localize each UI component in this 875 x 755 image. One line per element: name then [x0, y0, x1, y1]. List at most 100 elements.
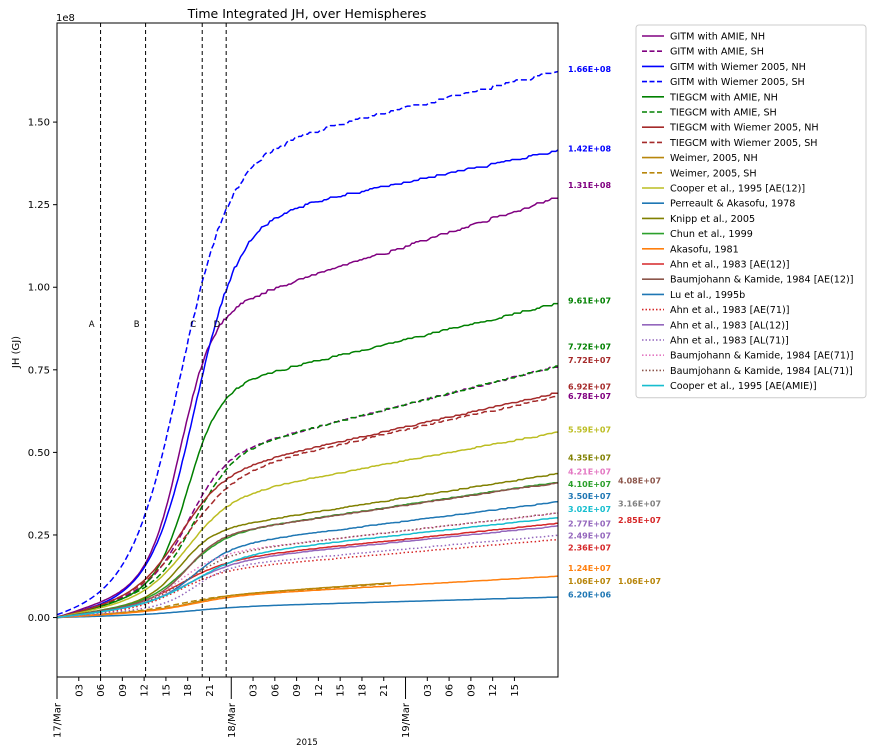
event-label: C — [190, 320, 196, 330]
legend-label: GITM with AMIE, NH — [670, 32, 765, 43]
x-tick-label: 18 — [183, 684, 194, 697]
end-value-label: 7.72E+07 — [568, 356, 611, 365]
legend-label: Chun et al., 1999 — [670, 229, 753, 240]
legend-label: Ahn et al., 1983 [AL(71)] — [670, 336, 789, 347]
chart-title: Time Integrated JH, over Hemispheres — [187, 6, 427, 21]
series-line — [56, 366, 558, 619]
legend-box — [635, 24, 867, 399]
series-line — [56, 581, 392, 619]
x-tick-label: 09 — [292, 684, 303, 697]
legend-label: Cooper et al., 1995 [AE(12)] — [670, 184, 805, 195]
x-tick-label: 21 — [379, 684, 390, 697]
end-value-label: 2.36E+07 — [568, 544, 611, 553]
legend-label: Baumjohann & Kamide, 1984 [AE(71)] — [670, 351, 854, 362]
end-value-label: 1.66E+08 — [568, 65, 611, 74]
legend-label: Ahn et al., 1983 [AE(12)] — [670, 260, 789, 271]
event-label: D — [214, 320, 221, 330]
y-axis-title: JH (GJ) — [11, 336, 22, 369]
series-line — [56, 392, 558, 618]
end-value-label: 4.35E+07 — [568, 453, 611, 462]
end-value-label: 4.08E+07 — [618, 476, 661, 485]
legend-label: GITM with Wiemer 2005, SH — [670, 77, 805, 88]
legend-label: Baumjohann & Kamide, 1984 [AL(71)] — [670, 366, 853, 377]
x-tick-label: 03 — [423, 684, 434, 697]
y-tick-label: 0.00 — [28, 613, 50, 624]
series-line — [56, 582, 391, 619]
legend-label: Weimer, 2005, NH — [670, 153, 758, 164]
plot-area: A B C D 0.00 0.25 0.50 0.75 1.00 1.25 1.50 03 06 09 12… — [28, 22, 661, 738]
x-date-label: 18/Mar — [227, 702, 238, 738]
series-line — [57, 596, 559, 619]
end-value-label: 1.06E+07 — [568, 577, 611, 586]
x-axis-title: 2015 — [296, 738, 318, 748]
legend-label: Lu et al., 1995b — [670, 290, 745, 301]
series-line — [56, 472, 558, 619]
end-value-label: 6.78E+07 — [568, 392, 611, 401]
legend-label: Weimer, 2005, SH — [670, 168, 757, 179]
event-label: A — [89, 320, 95, 330]
end-value-label: 4.21E+07 — [568, 468, 611, 477]
x-tick-label: 06 — [445, 684, 456, 697]
end-value-label: 1.42E+08 — [568, 145, 611, 154]
series-line — [56, 512, 559, 619]
series-line — [56, 539, 559, 619]
y-offset-label: 1e8 — [56, 13, 75, 24]
legend-label: GITM with Wiemer 2005, NH — [670, 62, 806, 73]
series-line — [56, 431, 558, 619]
x-tick-label: 09 — [466, 684, 477, 697]
x-tick-label: 09 — [118, 684, 129, 697]
series-line — [56, 512, 558, 619]
y-tick-label: 0.50 — [28, 448, 50, 459]
x-tick-label: 12 — [140, 684, 151, 697]
x-tick-label: 12 — [488, 684, 499, 697]
legend-label: GITM with AMIE, SH — [670, 47, 764, 58]
event-label: B — [134, 320, 140, 330]
x-tick-label: 15 — [336, 684, 347, 697]
x-tick-label: 06 — [270, 684, 281, 697]
series-line — [56, 302, 558, 619]
x-tick-label: 21 — [205, 684, 216, 697]
y-tick-label: 1.00 — [28, 283, 50, 294]
series-line — [56, 70, 559, 616]
x-tick-label: 03 — [249, 684, 260, 697]
legend-label: Baumjohann & Kamide, 1984 [AE(12)] — [670, 275, 854, 286]
series-line — [56, 395, 559, 618]
legend-label: TIEGCM with AMIE, NH — [669, 92, 778, 103]
legend-label: Akasofu, 1981 — [670, 244, 739, 255]
plot-frame — [56, 22, 559, 678]
series-line — [56, 197, 558, 619]
legend-label: Ahn et al., 1983 [AE(71)] — [670, 305, 789, 316]
series-line — [56, 517, 558, 619]
legend-label: TIEGCM with Wiemer 2005, SH — [669, 138, 818, 149]
end-value-label: 3.50E+07 — [568, 492, 611, 501]
x-tick-label: 12 — [314, 684, 325, 697]
series-line — [56, 149, 559, 618]
x-date-label: 17/Mar — [53, 702, 64, 738]
end-value-label: 2.77E+07 — [568, 519, 611, 528]
end-value-label: 1.06E+07 — [618, 577, 661, 586]
legend: GITM with AMIE, NH GITM with AMIE, SH GITM… — [635, 24, 867, 399]
x-tick-label: 03 — [74, 684, 85, 697]
x-tick-label: 15 — [510, 684, 521, 697]
x-date-label: 19/Mar — [401, 702, 412, 738]
y-tick-label: 0.25 — [28, 530, 50, 541]
end-value-label: 5.59E+07 — [568, 425, 611, 434]
legend-label: TIEGCM with Wiemer 2005, NH — [669, 123, 819, 134]
series-line — [56, 575, 559, 619]
legend-label: Perreault & Akasofu, 1978 — [670, 199, 795, 210]
x-tick-label: 18 — [357, 684, 368, 697]
x-tick-label: 06 — [96, 684, 107, 697]
y-tick-label: 0.75 — [28, 365, 50, 376]
end-value-label: 6.20E+06 — [568, 590, 611, 599]
end-value-label: 3.16E+07 — [618, 500, 661, 509]
legend-label: Knipp et al., 2005 — [670, 214, 755, 225]
end-value-label: 9.61E+07 — [568, 296, 611, 305]
end-value-label: 1.24E+07 — [568, 564, 611, 573]
end-value-label: 7.72E+07 — [568, 343, 611, 352]
legend-label: TIEGCM with AMIE, SH — [669, 108, 777, 119]
end-value-label: 4.10E+07 — [568, 480, 611, 489]
legend-label: Ahn et al., 1983 [AL(12)] — [670, 320, 789, 331]
end-value-label: 2.49E+07 — [568, 532, 611, 541]
y-tick-label: 1.50 — [28, 118, 50, 129]
